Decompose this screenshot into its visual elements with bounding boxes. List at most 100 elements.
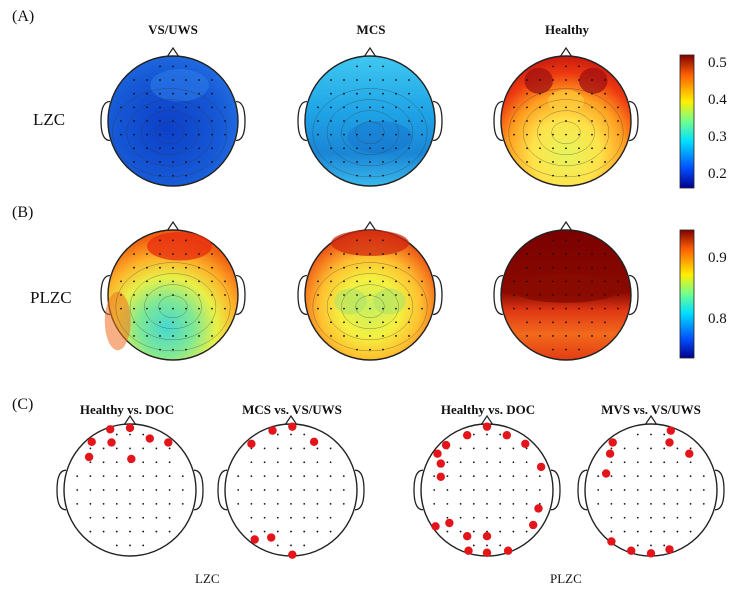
electrode [446, 475, 449, 478]
contour-line [126, 99, 213, 167]
electrode [263, 447, 266, 450]
electrode [526, 307, 528, 310]
electrode [552, 106, 554, 109]
electrode [159, 92, 161, 95]
activity-region [331, 230, 409, 256]
activity-region [347, 121, 413, 154]
electrode [499, 516, 502, 519]
electrode [133, 92, 135, 95]
contour-line [312, 262, 428, 352]
electrode [330, 335, 332, 337]
electrode [343, 120, 345, 122]
electrode [382, 321, 384, 324]
electrode [459, 502, 462, 505]
significant-electrode [84, 452, 94, 462]
electrode [343, 335, 345, 337]
electrode [181, 502, 184, 505]
electrode [539, 253, 541, 255]
electrode [604, 120, 606, 122]
electrode [129, 433, 131, 436]
electrode [330, 280, 332, 283]
contour-line [155, 121, 185, 144]
electrode [142, 461, 145, 464]
row-label-plzc: PLZC [30, 288, 72, 307]
electrode [512, 475, 515, 478]
head-map [493, 46, 639, 187]
panel-label-a: (A) [12, 8, 35, 25]
electrode [591, 335, 593, 337]
electrode [129, 516, 131, 519]
electrode [263, 475, 266, 478]
electrode [369, 133, 371, 136]
electrode [636, 447, 639, 450]
electrode [676, 475, 679, 478]
electrode [552, 65, 554, 68]
significant-electrode [106, 425, 115, 434]
electrode [129, 544, 131, 547]
electrode [395, 335, 397, 337]
electrode [689, 502, 692, 505]
electrode [172, 161, 174, 163]
activity-region [147, 231, 212, 261]
right-ear [235, 100, 246, 142]
electrode [623, 461, 626, 464]
electrode [316, 447, 319, 450]
electrode [610, 489, 613, 491]
electrode [623, 502, 626, 505]
electrode [382, 266, 384, 269]
electrode [155, 461, 158, 464]
electrode [211, 133, 213, 136]
electrode [185, 321, 187, 324]
electrode [329, 447, 332, 450]
electrode [421, 294, 423, 296]
electrode [185, 266, 187, 269]
electrode [133, 307, 135, 310]
electrode [142, 544, 145, 547]
electrode [343, 307, 345, 310]
left-ear [100, 100, 111, 142]
electrode [486, 516, 488, 519]
activity-region [510, 274, 622, 303]
electrode [395, 294, 397, 296]
electrode [525, 475, 528, 478]
electrode [421, 280, 423, 283]
electrode [382, 307, 384, 310]
electrode [120, 120, 122, 122]
electrode [382, 253, 384, 255]
significant-electrode [665, 545, 674, 554]
electrode [159, 161, 161, 163]
electrode [211, 294, 213, 296]
electrode [539, 120, 541, 122]
electrode [650, 475, 652, 478]
electrode [663, 461, 666, 464]
electrode [526, 335, 528, 337]
electrode [356, 294, 358, 296]
electrode [317, 307, 319, 310]
electrode [172, 321, 174, 324]
electrode [408, 133, 410, 136]
electrode [250, 530, 253, 533]
electrode [172, 335, 174, 337]
electrode [459, 461, 462, 464]
electrode [382, 294, 384, 296]
electrode [115, 544, 118, 547]
electrode [591, 280, 593, 283]
electrode [486, 544, 488, 547]
electrode [142, 489, 145, 491]
electrode [133, 266, 135, 269]
head-map [297, 220, 443, 361]
electrode [539, 321, 541, 324]
electrode [172, 106, 174, 109]
electrode [356, 174, 358, 177]
electrode [459, 516, 462, 519]
electrode [408, 266, 410, 269]
contour-line [115, 262, 231, 352]
electrode [198, 253, 200, 255]
electrode [636, 544, 639, 547]
electrode [356, 65, 358, 68]
electrode [552, 307, 554, 310]
electrode [89, 502, 92, 505]
electrode [663, 516, 666, 519]
electrode [159, 147, 161, 150]
electrode [408, 280, 410, 283]
